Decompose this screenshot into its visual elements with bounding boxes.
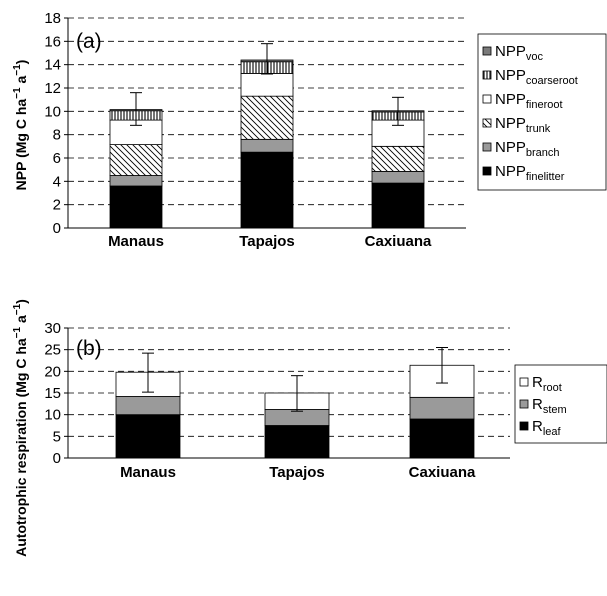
respiration-y-axis-title: Autotrophic respiration (Mg C ha−1 a−1) xyxy=(12,299,29,557)
npp-y-axis-title: NPP (Mg C ha−1 a−1) xyxy=(12,60,29,191)
legend-label-voc: NPPvoc xyxy=(495,43,543,63)
legend-label-coarseroot: NPPcoarseroot xyxy=(495,67,578,87)
bar-segment-finelitter xyxy=(371,182,425,229)
bar-segment-finelitter xyxy=(240,151,294,229)
category-label: Manaus xyxy=(108,233,164,250)
category-label: Caxiuana xyxy=(409,464,476,481)
y-tick-label: 0 xyxy=(53,450,61,467)
bar-segment-branch xyxy=(371,171,425,184)
autotrophic-respiration-chart: Autotrophic respiration (Mg C ha−1 a−1) … xyxy=(12,299,607,557)
legend-label-fineroot: NPPfineroot xyxy=(495,91,563,111)
legend-label-trunk: NPPtrunk xyxy=(495,115,551,135)
category-label: Tapajos xyxy=(239,233,295,250)
bar-segment-trunk xyxy=(371,145,425,172)
y-tick-label: 15 xyxy=(44,385,61,402)
category-label: Manaus xyxy=(120,464,176,481)
bar-segment-trunk xyxy=(240,95,294,140)
bar-segment-leaf xyxy=(115,414,181,459)
category-label: Tapajos xyxy=(269,464,325,481)
error-bar xyxy=(130,92,142,126)
legend-swatch-trunk xyxy=(482,118,492,128)
legend-label-root: Rroot xyxy=(532,374,562,394)
legend-swatch-stem xyxy=(519,399,529,409)
error-bar xyxy=(142,352,154,393)
y-tick-label: 10 xyxy=(44,103,61,120)
y-tick-label: 12 xyxy=(44,80,61,97)
y-tick-label: 4 xyxy=(53,173,61,190)
legend-label-finelitter: NPPfinelitter xyxy=(495,163,565,183)
bar-segment-fineroot xyxy=(371,119,425,147)
bar-segment-trunk xyxy=(109,144,163,176)
category-label: Caxiuana xyxy=(365,233,432,250)
error-bar xyxy=(261,43,273,75)
y-tick-label: 0 xyxy=(53,220,61,237)
bar-segment-leaf xyxy=(409,418,475,459)
legend-label-branch: NPPbranch xyxy=(495,139,559,159)
bar-segment-stem xyxy=(264,409,330,426)
bar-segment-branch xyxy=(109,175,163,187)
y-tick-label: 5 xyxy=(53,428,61,445)
legend-swatch-root xyxy=(519,377,529,387)
npp-panel-label: (a) xyxy=(76,30,102,53)
y-tick-label: 8 xyxy=(53,127,61,144)
y-tick-label: 6 xyxy=(53,150,61,167)
y-tick-label: 2 xyxy=(53,197,61,214)
y-tick-label: 20 xyxy=(44,363,61,380)
legend-swatch-finelitter xyxy=(482,166,492,176)
bar-segment-stem xyxy=(115,396,181,416)
legend-label-leaf: Rleaf xyxy=(532,418,562,438)
legend-label-stem: Rstem xyxy=(532,396,567,416)
error-bar xyxy=(392,96,404,126)
legend-swatch-voc xyxy=(482,46,492,56)
y-tick-label: 16 xyxy=(44,33,61,50)
legend-swatch-fineroot xyxy=(482,94,492,104)
legend-box xyxy=(514,364,607,444)
respiration-panel-label: (b) xyxy=(76,337,102,360)
y-tick-label: 14 xyxy=(44,57,61,74)
error-bar xyxy=(291,375,303,412)
bar-segment-leaf xyxy=(264,425,330,459)
y-tick-label: 25 xyxy=(44,342,61,359)
bar-segment-fineroot xyxy=(240,73,294,97)
legend-swatch-coarseroot xyxy=(482,70,492,80)
legend-swatch-branch xyxy=(482,142,492,152)
bar-segment-stem xyxy=(409,396,475,420)
y-tick-label: 30 xyxy=(44,320,61,337)
y-tick-label: 18 xyxy=(44,10,61,27)
legend-box xyxy=(477,33,607,191)
legend-swatch-leaf xyxy=(519,421,529,431)
y-tick-label: 10 xyxy=(44,407,61,424)
bar-segment-branch xyxy=(240,138,294,153)
error-bar xyxy=(436,347,448,384)
npp-chart: NPP (Mg C ha−1 a−1) 0 2 4 6 8 10 12 14 16 18 Manau… xyxy=(12,10,607,250)
bar-segment-finelitter xyxy=(109,185,163,229)
